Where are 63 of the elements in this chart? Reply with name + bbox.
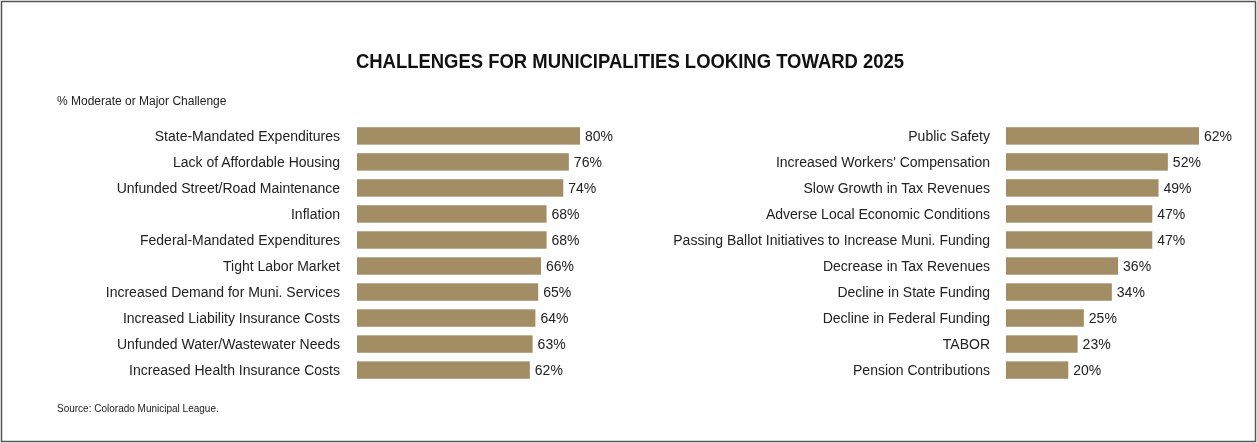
- source-note: Source: Colorado Municipal League.: [57, 403, 219, 414]
- y-tick-label: Adverse Local Economic Conditions: [765, 205, 990, 222]
- y-tick-label: Unfunded Water/Wastewater Needs: [116, 335, 340, 352]
- bar: [1006, 283, 1112, 301]
- data-label: 64%: [540, 309, 569, 326]
- bar: [357, 153, 569, 171]
- data-label: 47%: [1157, 231, 1186, 248]
- y-tick-label: Increased Demand for Muni. Services: [105, 283, 340, 300]
- bar: [357, 361, 530, 379]
- y-tick-label: Decline in State Funding: [837, 283, 990, 300]
- y-tick-label: Increased Health Insurance Costs: [129, 361, 340, 378]
- text: % Moderate or Major Challenge: [57, 94, 227, 108]
- text: CHALLENGES FOR MUNICIPALITIES LOOKING TOWARD 2025: [355, 48, 905, 73]
- bar: [1006, 127, 1199, 145]
- y-tick-label: Passing Ballot Initiatives to Increase Muni. Funding: [673, 231, 990, 248]
- data-label: 80%: [585, 127, 614, 144]
- y-tick-label: Unfunded Street/Road Maintenance: [116, 179, 341, 196]
- y-tick-label: Decrease in Tax Revenues: [822, 257, 990, 274]
- y-tick-label: State-Mandated Expenditures: [154, 127, 340, 144]
- data-label: 74%: [568, 179, 597, 196]
- data-label: 63%: [537, 335, 566, 352]
- bar: [357, 283, 539, 301]
- data-label: 52%: [1172, 153, 1201, 170]
- bar: [1006, 231, 1153, 249]
- data-label: 68%: [551, 231, 580, 248]
- bar: [357, 205, 547, 223]
- y-tick-label: Tight Labor Market: [223, 257, 341, 274]
- y-tick-label: Federal-Mandated Expenditures: [139, 231, 340, 248]
- y-tick-label: Lack of Affordable Housing: [172, 153, 340, 170]
- bar: [357, 179, 564, 197]
- bar: [1006, 335, 1078, 353]
- y-tick-label: Inflation: [290, 205, 340, 222]
- data-label: 34%: [1116, 283, 1145, 300]
- bar: [357, 309, 536, 327]
- bar: [1006, 153, 1168, 171]
- bar: [357, 257, 541, 275]
- bar: [1006, 205, 1153, 223]
- y-tick-label: Increased Liability Insurance Costs: [122, 309, 340, 326]
- bar: [357, 335, 533, 353]
- bar: [1006, 257, 1119, 275]
- y-tick-label: Pension Contributions: [853, 361, 990, 378]
- data-label: 47%: [1157, 205, 1186, 222]
- data-label: 62%: [1204, 127, 1233, 144]
- bar: [1006, 179, 1159, 197]
- bar: [1006, 309, 1084, 327]
- y-tick-label: Decline in Federal Funding: [822, 309, 990, 326]
- data-label: 62%: [534, 361, 563, 378]
- data-label: 49%: [1163, 179, 1192, 196]
- data-label: 25%: [1088, 309, 1117, 326]
- bar: [1006, 361, 1069, 379]
- data-label: 65%: [543, 283, 572, 300]
- bar: [357, 127, 580, 145]
- data-label: 66%: [545, 257, 575, 274]
- y-tick-label: Slow Growth in Tax Revenues: [803, 179, 990, 196]
- data-label: 20%: [1073, 361, 1102, 378]
- y-tick-label: Increased Workers' Compensation: [775, 153, 990, 170]
- data-label: 36%: [1123, 257, 1152, 274]
- data-label: 76%: [573, 153, 602, 170]
- data-label: 23%: [1082, 335, 1111, 352]
- y-tick-label: Public Safety: [908, 127, 990, 144]
- y-tick-label: TABOR: [942, 335, 990, 352]
- bar: [357, 231, 547, 249]
- data-label: 68%: [551, 205, 580, 222]
